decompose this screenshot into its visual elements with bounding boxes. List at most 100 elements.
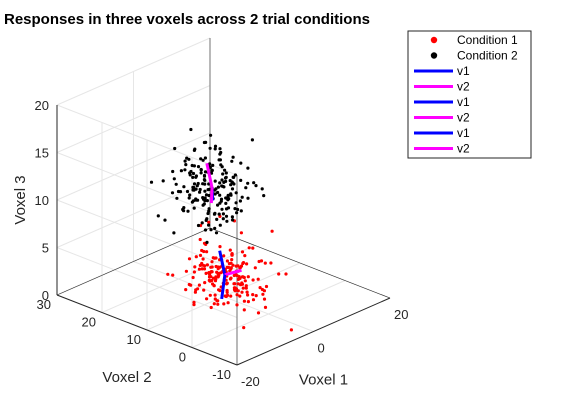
series-2 [149, 127, 266, 244]
data-point [209, 275, 213, 279]
data-point [209, 265, 213, 269]
data-point [209, 133, 213, 137]
data-point [224, 201, 228, 205]
data-point [222, 302, 226, 306]
data-point [202, 249, 206, 254]
data-point [207, 220, 211, 224]
data-point [216, 265, 220, 269]
data-point [239, 161, 243, 165]
data-point [216, 302, 220, 306]
data-point [204, 271, 208, 275]
data-point [232, 282, 236, 286]
y-tick-label: 20 [82, 315, 96, 330]
data-point [203, 156, 207, 160]
data-point [254, 294, 258, 298]
data-point [214, 231, 219, 235]
legend-label: v1 [457, 95, 470, 109]
data-point [199, 171, 203, 175]
data-point [191, 175, 195, 179]
data-point [197, 283, 201, 287]
data-point [194, 255, 198, 259]
data-point [234, 201, 238, 205]
data-point [196, 223, 201, 228]
data-point [263, 261, 267, 265]
data-point [193, 265, 197, 269]
data-point [218, 245, 222, 249]
data-point [246, 300, 250, 304]
data-point [242, 308, 246, 312]
data-point [236, 289, 240, 293]
data-point [217, 288, 221, 292]
grid-line [191, 280, 346, 348]
grid-line [56, 199, 238, 271]
z-axis-label: Voxel 3 [12, 175, 29, 224]
data-point [229, 276, 233, 280]
data-point [179, 169, 183, 173]
data-point [246, 181, 250, 185]
data-point [231, 263, 235, 267]
data-point [191, 275, 195, 280]
data-point [243, 279, 247, 283]
data-point [218, 147, 222, 151]
y-tick-label: 30 [37, 297, 51, 312]
data-point [203, 170, 208, 174]
data-point [205, 250, 209, 254]
x-tick-label: -20 [241, 374, 260, 389]
data-point [239, 231, 243, 235]
axis-line [209, 227, 391, 299]
vector-lines [205, 163, 242, 300]
data-point [201, 182, 205, 186]
grid-line [56, 152, 238, 223]
data-point [187, 196, 191, 200]
data-point [235, 211, 239, 215]
data-point [202, 174, 207, 178]
legend-label: v2 [457, 142, 470, 156]
data-point [156, 214, 160, 218]
data-point [207, 193, 211, 198]
data-point [240, 290, 244, 294]
data-point [207, 271, 211, 275]
data-point [229, 183, 233, 187]
data-point [259, 259, 264, 263]
data-point [231, 181, 235, 185]
data-point [242, 275, 246, 280]
data-point [161, 179, 165, 183]
data-point [256, 311, 261, 315]
data-point [225, 282, 229, 286]
data-point [192, 270, 196, 274]
data-point [210, 168, 214, 172]
data-point [220, 184, 224, 188]
data-point [229, 193, 233, 197]
data-point [191, 199, 196, 203]
data-point [224, 175, 228, 179]
scatter-points [149, 127, 293, 332]
data-point [218, 193, 222, 197]
y-tick-label: 10 [127, 332, 141, 347]
data-point [200, 267, 204, 271]
data-point [232, 273, 236, 278]
data-point [221, 217, 225, 221]
data-point [204, 218, 208, 222]
data-point [182, 185, 186, 189]
data-point [210, 270, 214, 274]
axis-line [236, 297, 391, 366]
z-tick-label: 15 [35, 146, 49, 161]
data-point [184, 163, 188, 167]
data-point [231, 155, 235, 159]
data-point [202, 267, 207, 271]
data-point [224, 207, 229, 211]
data-point [256, 277, 260, 281]
axis-line [56, 294, 238, 366]
data-point [230, 252, 234, 256]
data-point [188, 193, 192, 197]
data-point [166, 272, 170, 276]
data-point [210, 260, 214, 264]
z-tick-label: 20 [35, 98, 49, 113]
grid-line [56, 247, 238, 318]
data-point [240, 282, 245, 286]
data-point [226, 265, 231, 269]
data-point [209, 171, 214, 175]
legend-label: v2 [457, 111, 470, 125]
data-point [246, 196, 250, 200]
data-point [172, 177, 176, 181]
